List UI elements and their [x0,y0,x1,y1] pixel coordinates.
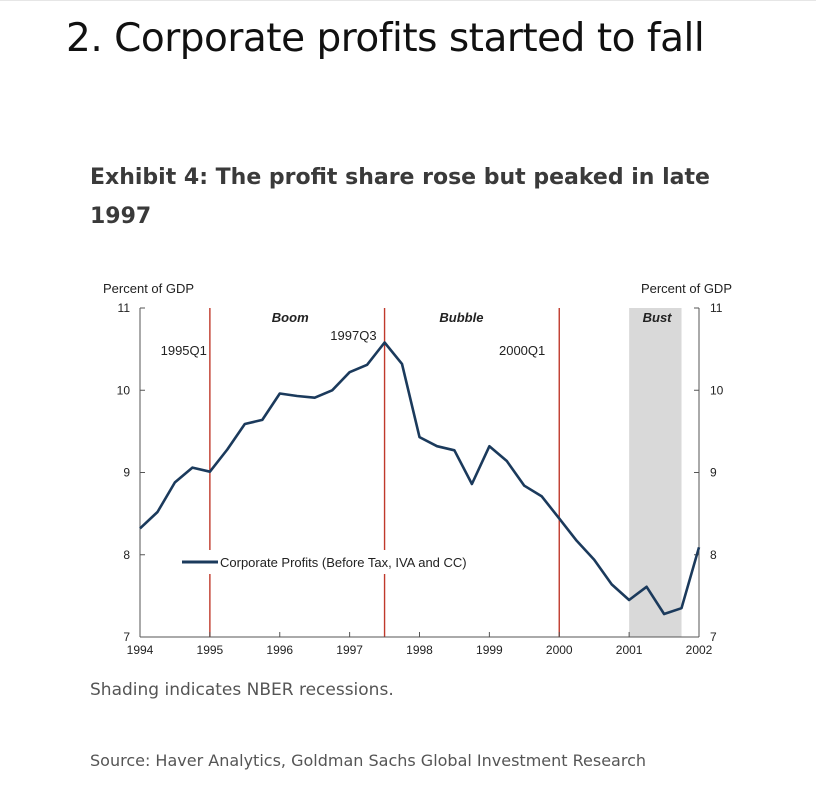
x-tick-label: 1996 [266,643,293,657]
recession-shading-group [629,308,682,637]
recession-shade [629,308,682,637]
x-tick-label: 1997 [336,643,363,657]
x-tick-label: 1995 [197,643,224,657]
marker-label-1995Q1: 1995Q1 [161,343,207,358]
y-tick-label-right: 10 [710,383,724,397]
marker-label-2000Q1: 2000Q1 [499,343,545,358]
legend-box [178,550,518,574]
axes-group: 7 7 8 8 9 9 10 10 11 11 1994 1995 1996 1997 1998 1999 20… [103,281,732,657]
exhibit-title: Exhibit 4: The profit share rose but pea… [90,165,710,229]
y-axis-label-right: Percent of GDP [641,281,732,296]
y-tick-label-left: 8 [123,548,130,562]
series-group [139,341,701,616]
period-label-boom: Boom [272,310,309,325]
series-line [139,341,701,616]
source-note: Source: Haver Analytics, Goldman Sachs G… [90,751,647,770]
annotations-group: Boom Bubble Bust 1995Q1 1997Q3 2000Q1 [161,310,673,358]
shading-note: Shading indicates NBER recessions. [90,680,394,700]
y-tick-label-right: 7 [710,630,717,644]
y-tick-label-right: 11 [710,301,723,315]
y-tick-label-left: 11 [118,301,131,315]
profit-share-chart: 7 7 8 8 9 9 10 10 11 11 1994 1995 1996 1997 1998 1999 20… [103,281,732,657]
headline: 2. Corporate profits started to fall [66,16,705,61]
period-label-bubble: Bubble [439,310,483,325]
x-tick-label: 1999 [476,643,503,657]
y-axis-label-left: Percent of GDP [103,281,194,296]
x-tick-label: 2002 [686,643,713,657]
x-tick-label: 1998 [406,643,433,657]
y-tick-label-right: 9 [710,466,717,480]
legend: Corporate Profits (Before Tax, IVA and C… [178,550,518,574]
legend-label: Corporate Profits (Before Tax, IVA and C… [220,555,467,570]
top-divider [0,0,816,1]
x-tick-label: 2000 [546,643,573,657]
y-tick-label-left: 10 [117,383,131,397]
period-label-bust: Bust [643,310,673,325]
y-tick-label-right: 8 [710,548,717,562]
x-tick-label: 2001 [616,643,643,657]
x-tick-label: 1994 [127,643,154,657]
y-tick-label-left: 7 [123,630,130,644]
y-tick-label-left: 9 [123,466,130,480]
marker-label-1997Q3: 1997Q3 [330,328,376,343]
